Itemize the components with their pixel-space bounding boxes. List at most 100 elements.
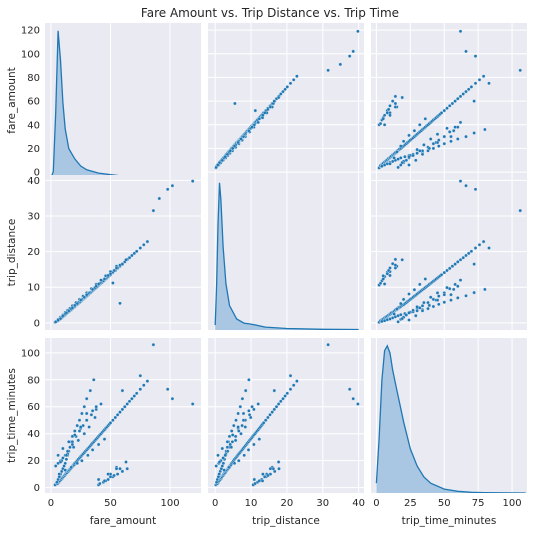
scatter-point [111, 418, 115, 422]
scatter-point [241, 134, 246, 139]
scatter-point [477, 78, 482, 82]
scatter-point [351, 49, 355, 54]
scatter-point [271, 466, 276, 471]
scatter-point [225, 152, 230, 157]
scatter-point [112, 473, 116, 478]
scatter-point [115, 413, 120, 417]
scatter-point [254, 0, 257, 2]
scatter-point [217, 472, 221, 476]
x-tick-label: 0 [373, 498, 379, 509]
x-tick-label: 50 [438, 498, 451, 509]
scatter-point [483, 127, 487, 132]
scatter-point [442, 292, 447, 297]
scatter-point [442, 300, 447, 304]
scatter-point [120, 469, 125, 474]
scatter-point [82, 295, 87, 299]
scatter-point [356, 29, 360, 34]
panel-background [208, 175, 364, 330]
scatter-point [423, 277, 428, 281]
scatter-point [241, 411, 246, 416]
kde-fill-area [215, 182, 359, 330]
scatter-point [458, 29, 463, 34]
scatter-point [347, 54, 352, 58]
scatter-point [260, 479, 265, 483]
scatter-point [112, 268, 116, 273]
scatter-point [283, 87, 287, 92]
scatter-point [118, 301, 122, 306]
scatter-point [223, 154, 227, 159]
panel-background [45, 175, 201, 330]
scatter-point [382, 282, 387, 286]
y-tick-label: 40 [27, 429, 40, 440]
scatter-point [252, 407, 256, 412]
kde-line [375, 344, 526, 493]
scatter-point [190, 402, 195, 406]
y-tick-label: 100 [21, 348, 40, 359]
scatter-point [118, 466, 122, 471]
y-tick-label: 0 [34, 318, 40, 329]
scatter-point [253, 481, 257, 486]
scatter-point [108, 271, 113, 276]
panel-background [208, 338, 364, 493]
scatter-point [400, 258, 404, 262]
scatter-point [412, 287, 417, 292]
y-axis-label: trip_distance [6, 219, 18, 287]
scatter-point [399, 156, 403, 160]
scatter-point [272, 407, 277, 412]
scatter-point [414, 158, 418, 163]
scatter-point [84, 411, 89, 416]
scatter-point [214, 165, 218, 170]
scatter-point [412, 128, 417, 133]
scatter-point [442, 134, 447, 139]
scatter-point [262, 475, 267, 479]
scatter-point [456, 260, 460, 264]
scatter-point [64, 453, 69, 458]
scatter-point [481, 239, 486, 244]
scatter-point [272, 99, 277, 103]
scatter-point [418, 282, 422, 287]
kde-fill-area [376, 345, 526, 493]
scatter-point [414, 313, 418, 318]
scatter-point [80, 411, 84, 416]
scatter-point [458, 94, 463, 99]
scatter-point [449, 139, 453, 144]
scatter-point [239, 137, 243, 141]
scatter-point [96, 282, 101, 286]
scatter-point [276, 95, 281, 100]
scatter-point [127, 399, 132, 404]
scatter-point [227, 465, 231, 470]
scatter-point [445, 106, 449, 110]
panel-fare_amount-vs-trip_distance [208, 23, 364, 178]
scatter-point [464, 89, 468, 94]
panel-content [375, 344, 526, 493]
scatter-point [90, 287, 95, 292]
scatter-point [393, 94, 398, 99]
scatter-point [426, 300, 430, 305]
x-tick-label: 30 [316, 498, 329, 509]
scatter-point [92, 378, 96, 382]
scatter-point [388, 162, 392, 166]
y-axis-label: trip_time_minutes [6, 368, 18, 463]
scatter-point [288, 373, 293, 378]
scatter-point [237, 458, 241, 463]
scatter-point [256, 402, 260, 406]
scatter-point [449, 134, 453, 139]
scatter-point [378, 121, 383, 126]
scatter-point [230, 440, 235, 444]
scatter-point [158, 0, 161, 2]
panel-content [53, 179, 195, 324]
scatter-point [464, 134, 468, 139]
scatter-point [276, 402, 281, 406]
scatter-point [447, 266, 452, 271]
scatter-point [288, 81, 293, 86]
scatter-point [252, 442, 256, 447]
scatter-point [461, 92, 465, 96]
scatter-point [217, 160, 222, 165]
scatter-point [86, 453, 90, 458]
scatter-point [78, 425, 83, 429]
scatter-point [151, 208, 156, 213]
scatter-point [270, 410, 274, 414]
scatter-point [381, 277, 385, 281]
scatter-point [134, 391, 139, 396]
